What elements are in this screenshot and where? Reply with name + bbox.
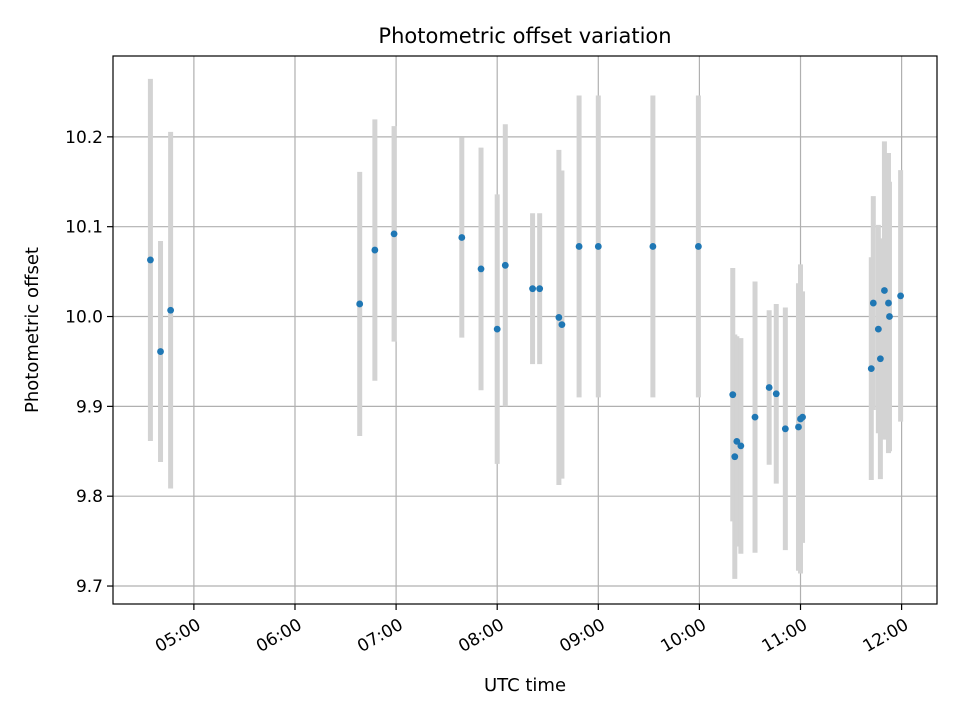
- data-point: [781, 425, 789, 433]
- data-point: [167, 306, 175, 314]
- data-point: [876, 355, 884, 363]
- data-point: [371, 246, 379, 254]
- data-point: [555, 314, 563, 321]
- data-point: [751, 413, 759, 421]
- x-tick-label: 05:00: [152, 615, 204, 657]
- data-point: [649, 243, 657, 250]
- data-point: [390, 230, 398, 238]
- data-point: [729, 391, 737, 399]
- grid: [113, 56, 937, 604]
- y-axis-ticks: 9.7 9.8 9.9 10.0 10.1 10.2: [65, 128, 113, 597]
- data-point: [765, 384, 773, 391]
- data-point: [799, 413, 806, 421]
- data-point: [795, 423, 802, 431]
- data-point: [886, 313, 893, 320]
- data-point: [477, 265, 485, 273]
- data-point: [594, 243, 602, 250]
- data-point: [575, 243, 583, 250]
- data-point: [733, 437, 741, 445]
- y-tick-label: 10.1: [65, 218, 103, 238]
- x-tick-label: 11:00: [759, 615, 811, 657]
- x-tick-label: 09:00: [556, 615, 608, 657]
- data-point: [881, 287, 888, 294]
- x-tick-label: 08:00: [455, 615, 507, 657]
- data-point: [493, 325, 501, 333]
- data-point: [897, 292, 905, 300]
- data-point: [147, 256, 154, 264]
- y-tick-label: 9.8: [76, 487, 103, 507]
- y-axis-label: Photometric offset: [22, 247, 43, 413]
- data-point: [458, 234, 466, 241]
- x-axis-label: UTC time: [484, 675, 566, 696]
- data-point: [737, 442, 745, 450]
- data-point: [867, 365, 875, 373]
- x-tick-label: 07:00: [354, 615, 406, 657]
- y-tick-label: 9.9: [76, 397, 103, 417]
- data-point: [536, 285, 544, 293]
- data-point: [356, 300, 364, 308]
- error-bars: [147, 78, 904, 579]
- data-point: [772, 390, 780, 398]
- chart-title: Photometric offset variation: [378, 24, 671, 48]
- data-point: [869, 299, 877, 307]
- y-tick-label: 9.7: [76, 577, 103, 597]
- data-point: [157, 348, 164, 355]
- data-point: [694, 243, 702, 250]
- y-tick-label: 10.0: [65, 308, 103, 328]
- data-point: [529, 285, 536, 293]
- data-point: [874, 325, 882, 333]
- data-points: [147, 230, 905, 461]
- plot-area-frame: [112, 55, 938, 605]
- x-tick-label: 12:00: [860, 615, 912, 657]
- data-point: [731, 453, 739, 461]
- x-axis-ticks: 05:00 06:00 07:00 08:00 09:00 10:00 11:00 12:00: [152, 604, 912, 657]
- y-tick-label: 10.2: [65, 128, 103, 148]
- x-tick-label: 10:00: [657, 615, 709, 657]
- x-tick-label: 06:00: [253, 615, 305, 657]
- data-point: [501, 261, 509, 269]
- data-point: [558, 321, 566, 329]
- data-point: [885, 299, 892, 307]
